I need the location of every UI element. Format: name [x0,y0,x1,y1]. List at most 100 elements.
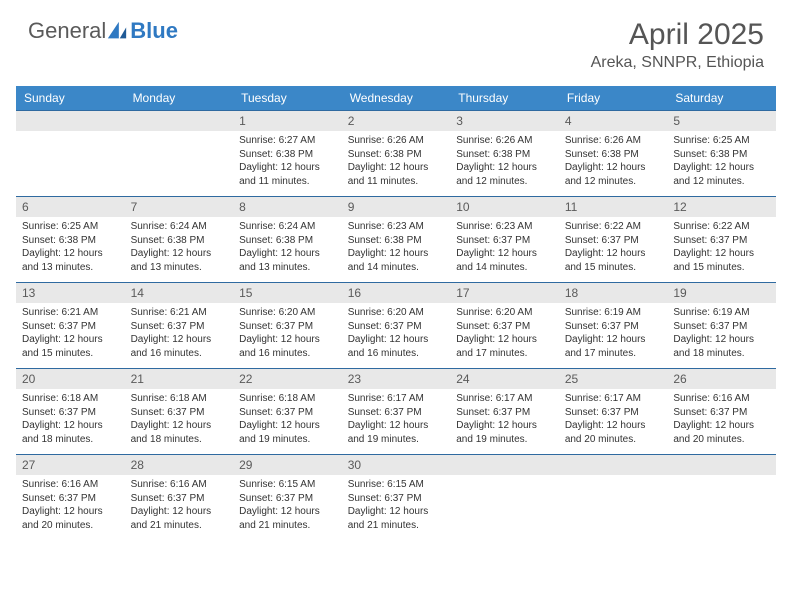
calendar-cell: 1Sunrise: 6:27 AMSunset: 6:38 PMDaylight… [233,111,342,197]
daylight-text: Daylight: 12 hours and 18 minutes. [673,333,770,360]
daylight-text: Daylight: 12 hours and 18 minutes. [22,419,119,446]
sunrise-text: Sunrise: 6:27 AM [239,134,336,148]
sunrise-text: Sunrise: 6:26 AM [456,134,553,148]
calendar-cell: 23Sunrise: 6:17 AMSunset: 6:37 PMDayligh… [342,369,451,455]
day-body: Sunrise: 6:15 AMSunset: 6:37 PMDaylight:… [342,475,451,540]
sunrise-text: Sunrise: 6:17 AM [565,392,662,406]
calendar-cell: 20Sunrise: 6:18 AMSunset: 6:37 PMDayligh… [16,369,125,455]
weekday-tuesday: Tuesday [233,86,342,111]
day-number: 27 [16,455,125,475]
daylight-text: Daylight: 12 hours and 13 minutes. [131,247,228,274]
sunrise-text: Sunrise: 6:17 AM [348,392,445,406]
weekday-header-row: Sunday Monday Tuesday Wednesday Thursday… [16,86,776,111]
calendar-cell: 13Sunrise: 6:21 AMSunset: 6:37 PMDayligh… [16,283,125,369]
calendar-cell: 18Sunrise: 6:19 AMSunset: 6:37 PMDayligh… [559,283,668,369]
day-body [450,475,559,533]
day-number [16,111,125,131]
calendar-cell: 3Sunrise: 6:26 AMSunset: 6:38 PMDaylight… [450,111,559,197]
sunset-text: Sunset: 6:37 PM [673,406,770,420]
day-number: 15 [233,283,342,303]
calendar-cell: 9Sunrise: 6:23 AMSunset: 6:38 PMDaylight… [342,197,451,283]
calendar-cell: 24Sunrise: 6:17 AMSunset: 6:37 PMDayligh… [450,369,559,455]
day-number: 10 [450,197,559,217]
calendar-cell: 30Sunrise: 6:15 AMSunset: 6:37 PMDayligh… [342,455,451,541]
day-number: 30 [342,455,451,475]
logo: General Blue [28,18,178,44]
daylight-text: Daylight: 12 hours and 12 minutes. [456,161,553,188]
day-number: 8 [233,197,342,217]
sunrise-text: Sunrise: 6:15 AM [348,478,445,492]
day-number: 22 [233,369,342,389]
calendar-cell: 5Sunrise: 6:25 AMSunset: 6:38 PMDaylight… [667,111,776,197]
sunset-text: Sunset: 6:38 PM [673,148,770,162]
daylight-text: Daylight: 12 hours and 17 minutes. [456,333,553,360]
sunset-text: Sunset: 6:37 PM [565,234,662,248]
sunrise-text: Sunrise: 6:18 AM [22,392,119,406]
day-number: 14 [125,283,234,303]
day-body [667,475,776,533]
day-body: Sunrise: 6:26 AMSunset: 6:38 PMDaylight:… [342,131,451,196]
sunrise-text: Sunrise: 6:26 AM [565,134,662,148]
calendar-table: Sunday Monday Tuesday Wednesday Thursday… [16,86,776,540]
calendar-cell: 22Sunrise: 6:18 AMSunset: 6:37 PMDayligh… [233,369,342,455]
daylight-text: Daylight: 12 hours and 11 minutes. [348,161,445,188]
day-number [125,111,234,131]
daylight-text: Daylight: 12 hours and 21 minutes. [239,505,336,532]
daylight-text: Daylight: 12 hours and 14 minutes. [456,247,553,274]
sunset-text: Sunset: 6:37 PM [673,234,770,248]
day-number: 2 [342,111,451,131]
calendar-cell [16,111,125,197]
daylight-text: Daylight: 12 hours and 18 minutes. [131,419,228,446]
sunrise-text: Sunrise: 6:16 AM [131,478,228,492]
sunset-text: Sunset: 6:37 PM [565,320,662,334]
day-body: Sunrise: 6:25 AMSunset: 6:38 PMDaylight:… [16,217,125,282]
day-number: 12 [667,197,776,217]
day-body: Sunrise: 6:22 AMSunset: 6:37 PMDaylight:… [559,217,668,282]
sunrise-text: Sunrise: 6:25 AM [22,220,119,234]
day-body: Sunrise: 6:18 AMSunset: 6:37 PMDaylight:… [125,389,234,454]
sunrise-text: Sunrise: 6:23 AM [348,220,445,234]
day-body: Sunrise: 6:20 AMSunset: 6:37 PMDaylight:… [233,303,342,368]
weekday-wednesday: Wednesday [342,86,451,111]
sunset-text: Sunset: 6:37 PM [456,320,553,334]
day-number: 28 [125,455,234,475]
calendar-row: 1Sunrise: 6:27 AMSunset: 6:38 PMDaylight… [16,111,776,197]
calendar-row: 20Sunrise: 6:18 AMSunset: 6:37 PMDayligh… [16,369,776,455]
day-body: Sunrise: 6:17 AMSunset: 6:37 PMDaylight:… [450,389,559,454]
day-body: Sunrise: 6:17 AMSunset: 6:37 PMDaylight:… [559,389,668,454]
calendar-cell: 26Sunrise: 6:16 AMSunset: 6:37 PMDayligh… [667,369,776,455]
calendar-cell: 12Sunrise: 6:22 AMSunset: 6:37 PMDayligh… [667,197,776,283]
location-text: Areka, SNNPR, Ethiopia [591,54,764,72]
sunset-text: Sunset: 6:37 PM [348,492,445,506]
calendar-row: 27Sunrise: 6:16 AMSunset: 6:37 PMDayligh… [16,455,776,541]
day-body: Sunrise: 6:16 AMSunset: 6:37 PMDaylight:… [125,475,234,540]
calendar-cell [667,455,776,541]
day-number: 11 [559,197,668,217]
day-number: 6 [16,197,125,217]
day-body: Sunrise: 6:16 AMSunset: 6:37 PMDaylight:… [667,389,776,454]
daylight-text: Daylight: 12 hours and 13 minutes. [22,247,119,274]
daylight-text: Daylight: 12 hours and 20 minutes. [22,505,119,532]
daylight-text: Daylight: 12 hours and 16 minutes. [131,333,228,360]
day-body: Sunrise: 6:20 AMSunset: 6:37 PMDaylight:… [342,303,451,368]
calendar-cell: 6Sunrise: 6:25 AMSunset: 6:38 PMDaylight… [16,197,125,283]
day-number: 23 [342,369,451,389]
day-number: 3 [450,111,559,131]
weekday-sunday: Sunday [16,86,125,111]
sunset-text: Sunset: 6:37 PM [348,320,445,334]
daylight-text: Daylight: 12 hours and 17 minutes. [565,333,662,360]
calendar-cell: 14Sunrise: 6:21 AMSunset: 6:37 PMDayligh… [125,283,234,369]
daylight-text: Daylight: 12 hours and 19 minutes. [239,419,336,446]
sunrise-text: Sunrise: 6:24 AM [239,220,336,234]
weekday-friday: Friday [559,86,668,111]
calendar-cell: 25Sunrise: 6:17 AMSunset: 6:37 PMDayligh… [559,369,668,455]
calendar-cell: 16Sunrise: 6:20 AMSunset: 6:37 PMDayligh… [342,283,451,369]
day-body: Sunrise: 6:19 AMSunset: 6:37 PMDaylight:… [667,303,776,368]
sunset-text: Sunset: 6:37 PM [131,320,228,334]
calendar-cell [450,455,559,541]
day-body: Sunrise: 6:20 AMSunset: 6:37 PMDaylight:… [450,303,559,368]
sunrise-text: Sunrise: 6:15 AM [239,478,336,492]
calendar-cell: 10Sunrise: 6:23 AMSunset: 6:37 PMDayligh… [450,197,559,283]
day-number: 9 [342,197,451,217]
day-body: Sunrise: 6:21 AMSunset: 6:37 PMDaylight:… [125,303,234,368]
